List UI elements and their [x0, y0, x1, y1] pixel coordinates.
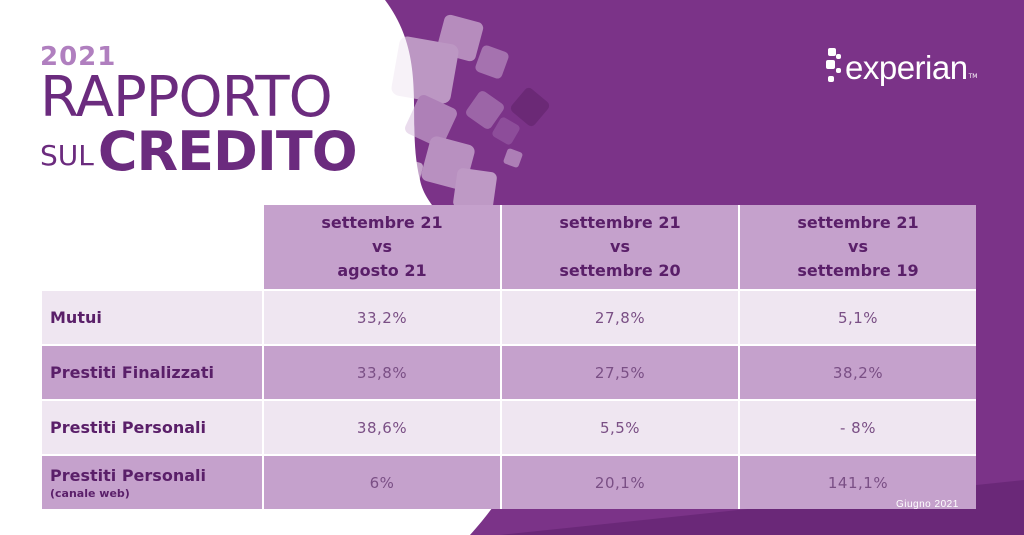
table-row: Prestiti Personali (canale web) 6% 20,1%…: [42, 454, 976, 509]
column-header: settembre 21 vs agosto 21: [262, 205, 501, 290]
table-cell: 5,5%: [500, 399, 739, 455]
table-row: Mutui 33,2% 27,8% 5,1%: [42, 289, 976, 345]
table-cell: 38,6%: [262, 399, 501, 455]
report-title-line2: CREDITO: [97, 120, 358, 183]
table-header-row: settembre 21 vs agosto 21 settembre 21 v…: [42, 205, 976, 290]
footer-date-note: Giugno 2021: [896, 499, 959, 510]
table-cell: 33,2%: [262, 289, 501, 345]
row-label: Prestiti Personali (canale web): [42, 454, 263, 509]
table-cell: 33,8%: [262, 344, 501, 400]
table-cell: 38,2%: [738, 344, 976, 400]
table-cell: 6%: [262, 454, 501, 509]
report-title: 2021 RAPPORTO SUL CREDITO: [40, 42, 358, 183]
report-title-line1: RAPPORTO: [40, 65, 333, 130]
table-cell: 27,5%: [500, 344, 739, 400]
row-label: Prestiti Finalizzati: [42, 344, 263, 400]
credit-comparison-table: settembre 21 vs agosto 21 settembre 21 v…: [42, 205, 976, 509]
row-label-main: Prestiti Personali: [50, 465, 206, 485]
report-title-prefix: SUL: [40, 139, 94, 172]
table-cell: 27,8%: [500, 289, 739, 345]
experian-logo: experian TM: [824, 46, 977, 90]
column-header: settembre 21 vs settembre 19: [738, 205, 976, 290]
header-empty-cell: [42, 205, 263, 290]
report-year: 2021: [40, 42, 117, 72]
row-label: Prestiti Personali: [42, 399, 263, 455]
row-label-sub: (canale web): [50, 486, 130, 500]
table-row: Prestiti Personali 38,6% 5,5% - 8%: [42, 399, 976, 455]
column-header: settembre 21 vs settembre 20: [500, 205, 739, 290]
table-cell: 5,1%: [738, 289, 976, 345]
table-cell: - 8%: [738, 399, 976, 455]
row-label: Mutui: [42, 289, 263, 345]
trademark-symbol: TM: [968, 73, 978, 80]
experian-wordmark: experian: [845, 49, 968, 86]
experian-dots-icon: [824, 46, 842, 90]
table-cell: 141,1%: [738, 454, 976, 509]
table-cell: 20,1%: [500, 454, 739, 509]
table-row: Prestiti Finalizzati 33,8% 27,5% 38,2%: [42, 344, 976, 400]
